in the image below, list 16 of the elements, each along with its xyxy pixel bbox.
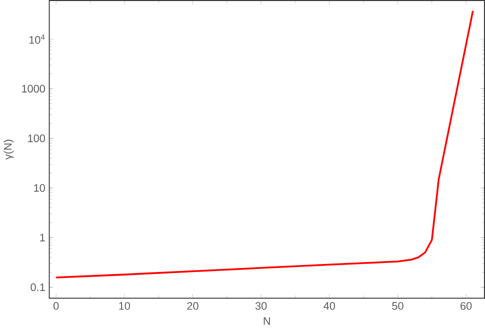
x-tick-label: 40 (324, 302, 336, 310)
x-tick-label: 0 (53, 302, 59, 310)
y-tick-label: 0.1 (30, 283, 45, 291)
x-tick-label: 50 (392, 302, 404, 310)
x-tick-label: 60 (460, 302, 472, 310)
y-tick-label: 1 (40, 234, 45, 242)
y-tick-label: 100 (28, 134, 45, 142)
x-tick-label: 30 (255, 302, 267, 310)
x-axis-title: N (264, 317, 270, 325)
y-axis-title: γ(N) (4, 140, 14, 160)
y-tick-label: 10 (34, 184, 45, 192)
x-tick-label: 20 (187, 302, 198, 310)
y-tick-label: 1000 (22, 84, 45, 92)
x-tick-label: 10 (119, 302, 130, 310)
y-tick-label: 10$^{4}$ (29, 34, 45, 44)
line-series (55, 10, 474, 278)
